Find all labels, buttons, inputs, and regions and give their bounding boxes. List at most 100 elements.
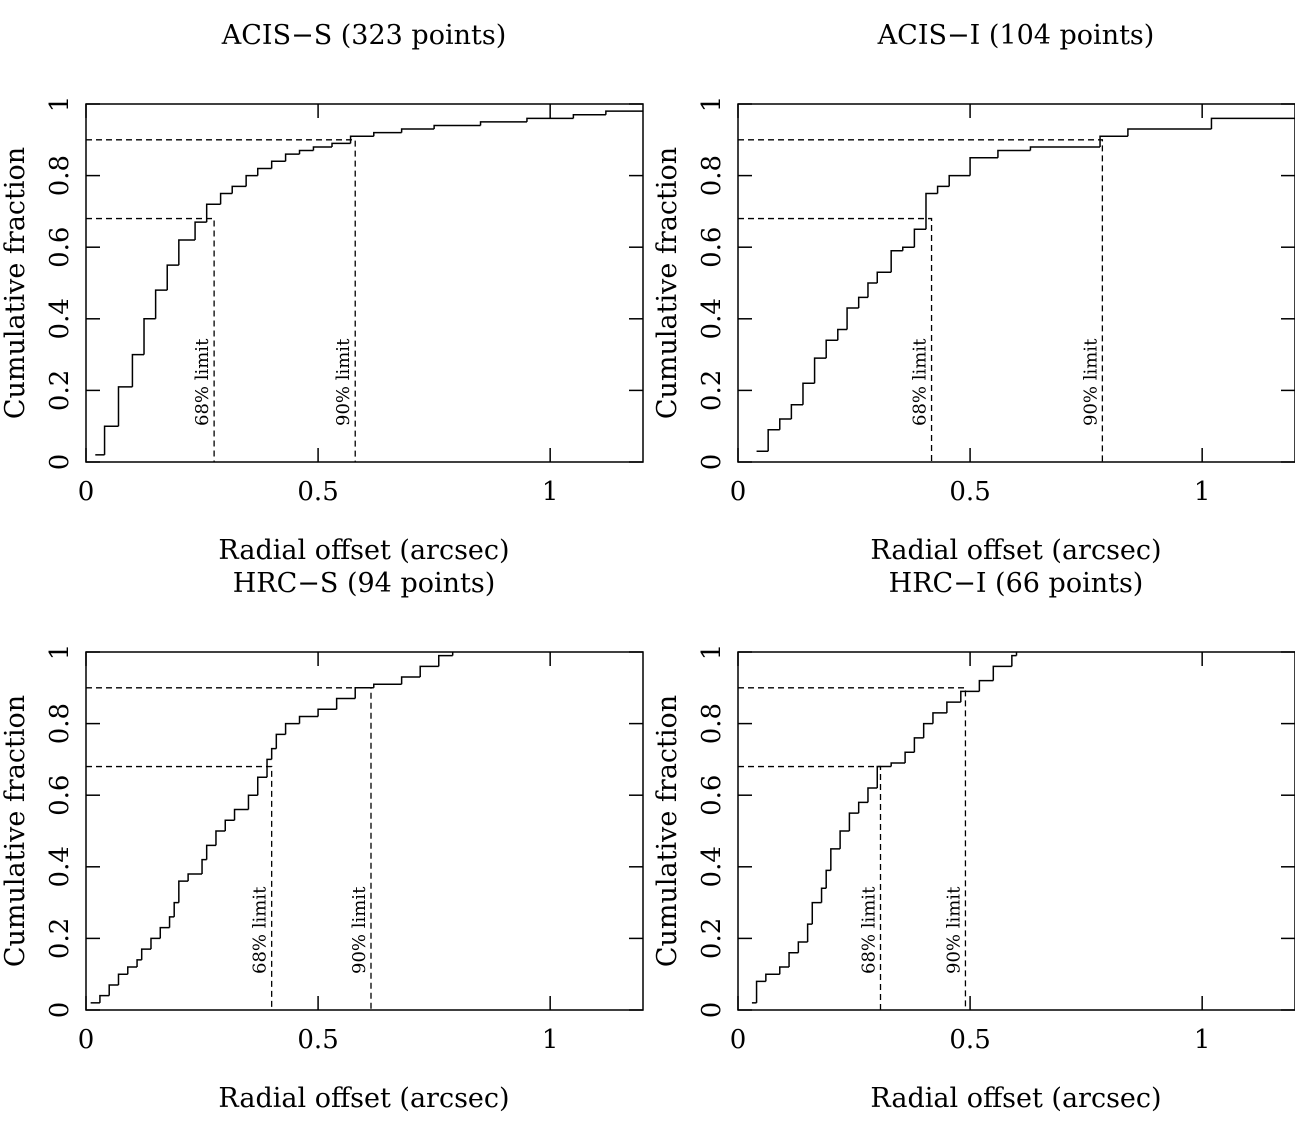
step-segment bbox=[846, 307, 859, 330]
step-segment bbox=[1029, 146, 1101, 151]
y-axis-label: Cumulative fraction bbox=[0, 147, 31, 419]
step-segment bbox=[331, 142, 351, 147]
step-segment bbox=[178, 880, 189, 903]
step-segment bbox=[802, 382, 815, 405]
y-tick-label: 0.4 bbox=[697, 298, 727, 339]
step-segment bbox=[205, 203, 221, 223]
step-segment bbox=[790, 403, 803, 420]
step-segment bbox=[811, 901, 822, 925]
x-tick-label: 0.5 bbox=[949, 477, 990, 507]
step-segment bbox=[857, 801, 868, 814]
x-tick-label: 0.5 bbox=[297, 477, 338, 507]
y-tick-label: 0.2 bbox=[697, 918, 727, 959]
y-tick-label: 0 bbox=[45, 454, 75, 471]
step-segment bbox=[526, 117, 574, 122]
step-segment bbox=[1127, 128, 1212, 137]
step-segment bbox=[1210, 117, 1295, 130]
step-segment bbox=[201, 858, 207, 874]
y-tick-label: 0.2 bbox=[697, 370, 727, 411]
y-tick-label: 0.4 bbox=[697, 846, 727, 887]
step-segment bbox=[890, 250, 903, 273]
y-axis-label: Cumulative fraction bbox=[0, 695, 31, 967]
x-tick-label: 0 bbox=[730, 1025, 747, 1055]
x-tick-label: 1 bbox=[542, 477, 559, 507]
step-segment bbox=[317, 708, 337, 717]
step-segment bbox=[825, 869, 831, 889]
step-segment bbox=[913, 737, 924, 753]
step-segment bbox=[969, 156, 998, 176]
y-axis-label: Cumulative fraction bbox=[652, 147, 683, 419]
step-segment bbox=[178, 239, 196, 266]
y-tick-label: 1 bbox=[45, 644, 75, 661]
step-segment bbox=[867, 282, 878, 298]
x-tick-label: 0 bbox=[78, 477, 95, 507]
step-segment bbox=[400, 128, 435, 133]
limit-line bbox=[738, 217, 933, 462]
step-segment bbox=[159, 926, 170, 939]
step-segment bbox=[284, 153, 300, 162]
x-tick-label: 1 bbox=[1194, 477, 1211, 507]
step-segment bbox=[270, 747, 277, 760]
x-axis-label: Radial offset (arcsec) bbox=[870, 535, 1161, 566]
step-segment bbox=[256, 776, 268, 796]
step-segment bbox=[438, 654, 453, 667]
step-segment bbox=[400, 676, 421, 685]
y-tick-label: 0.2 bbox=[45, 370, 75, 411]
limit-line bbox=[738, 687, 967, 1010]
limit-label: 68% limit bbox=[250, 886, 271, 974]
limit-label: 90% limit bbox=[943, 886, 964, 974]
x-tick-label: 0.5 bbox=[297, 1025, 338, 1055]
y-tick-label: 0.6 bbox=[697, 775, 727, 816]
step-segment bbox=[140, 948, 151, 960]
step-segment bbox=[765, 973, 780, 982]
step-segment bbox=[779, 418, 792, 430]
y-tick-label: 1 bbox=[45, 96, 75, 113]
limit-label: 68% limit bbox=[192, 338, 213, 426]
step-segment bbox=[857, 296, 868, 309]
y-tick-label: 0.6 bbox=[45, 775, 75, 816]
step-segment bbox=[925, 192, 938, 230]
step-segment bbox=[298, 715, 319, 724]
x-tick-label: 0 bbox=[78, 1025, 95, 1055]
step-segment bbox=[270, 160, 286, 169]
y-tick-label: 0.6 bbox=[45, 227, 75, 268]
step-segment bbox=[890, 762, 906, 767]
step-segment bbox=[108, 984, 119, 996]
y-tick-label: 0.8 bbox=[697, 703, 727, 744]
step-segment bbox=[1011, 654, 1017, 667]
step-segment bbox=[813, 357, 827, 384]
step-segment bbox=[948, 174, 971, 187]
panel-title: HRC−S (94 points) bbox=[233, 568, 496, 599]
step-segment bbox=[997, 149, 1031, 158]
step-segment bbox=[433, 124, 481, 130]
step-segment bbox=[256, 167, 272, 176]
x-axis-label: Radial offset (arcsec) bbox=[218, 1083, 509, 1114]
step-segment bbox=[913, 228, 926, 248]
limit-label: 68% limit bbox=[858, 886, 879, 974]
y-tick-label: 0 bbox=[45, 1002, 75, 1019]
step-segment bbox=[168, 916, 175, 928]
step-segment bbox=[830, 848, 841, 871]
step-segment bbox=[825, 339, 838, 359]
plot-frame bbox=[85, 651, 644, 1011]
step-segment bbox=[298, 149, 314, 155]
step-segment bbox=[312, 146, 333, 151]
limit-line bbox=[86, 139, 356, 462]
limit-line bbox=[86, 217, 215, 462]
step-segment bbox=[233, 808, 249, 821]
step-segment bbox=[992, 665, 1012, 681]
step-segment bbox=[103, 425, 119, 455]
step-segment bbox=[946, 701, 961, 713]
limit-line bbox=[86, 687, 372, 1010]
step-segment bbox=[205, 844, 216, 860]
step-segment bbox=[876, 765, 892, 789]
y-tick-label: 0 bbox=[697, 454, 727, 471]
step-segment bbox=[876, 271, 892, 283]
step-segment bbox=[572, 113, 606, 119]
step-segment bbox=[99, 994, 110, 1003]
step-segment bbox=[231, 185, 247, 194]
x-axis-label: Radial offset (arcsec) bbox=[218, 535, 509, 566]
plot-frame bbox=[737, 103, 1295, 463]
step-segment bbox=[150, 937, 161, 950]
step-segment bbox=[143, 318, 156, 355]
